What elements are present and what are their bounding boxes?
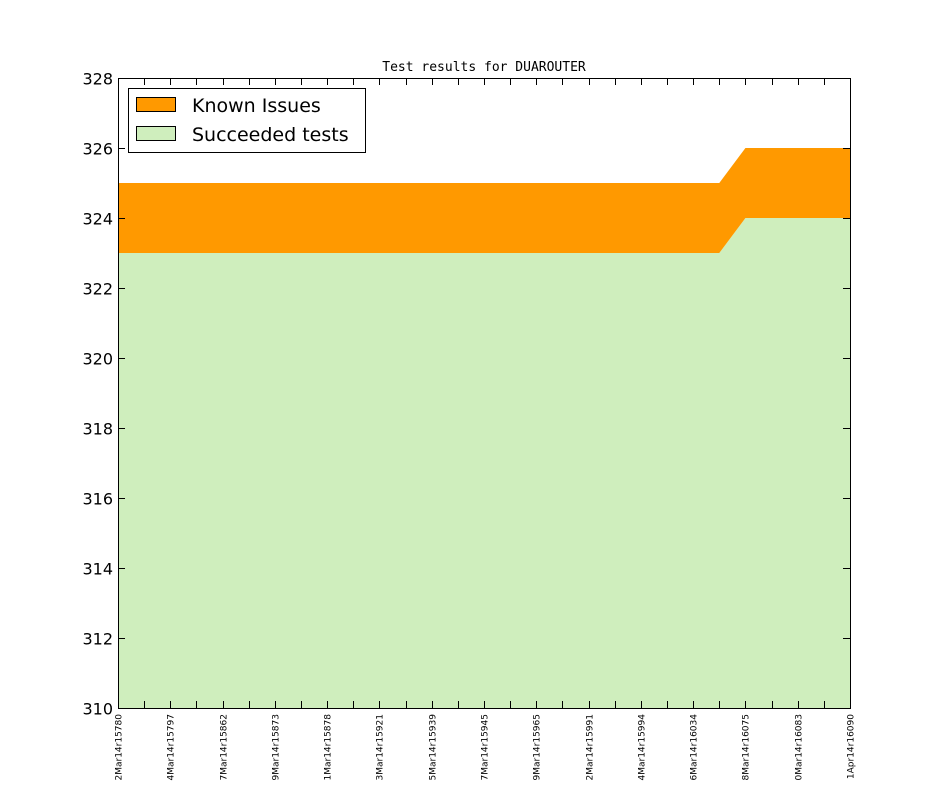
legend: Known Issues Succeeded tests <box>128 88 366 153</box>
legend-swatch <box>136 97 176 112</box>
x-axis: 2Mar14r15780 4Mar14r15797 7Mar14r15862 9Mar… <box>115 78 857 781</box>
x-tick-label: 8Mar14r16075 <box>742 714 752 781</box>
x-tick-label: 9Mar14r15965 <box>533 714 543 781</box>
y-tick-label: 318 <box>82 420 113 439</box>
x-tick-label: 1Apr14r16090 <box>847 714 857 779</box>
x-tick-label: 0Mar14r16083 <box>795 714 805 781</box>
y-tick-label: 314 <box>82 560 113 579</box>
y-tick-label: 328 <box>82 70 113 89</box>
x-tick-label: 4Mar14r15797 <box>167 714 177 781</box>
series-area-known-issues <box>118 148 850 253</box>
x-tick-label: 7Mar14r15945 <box>481 714 491 781</box>
y-tick-label: 324 <box>82 210 113 229</box>
x-tick-label: 3Mar14r15921 <box>376 714 386 781</box>
x-tick-label: 2Mar14r15991 <box>586 714 596 781</box>
legend-label: Succeeded tests <box>192 124 349 146</box>
x-tick-label: 4Mar14r15994 <box>638 714 648 781</box>
y-tick-label: 312 <box>82 630 113 649</box>
x-tick-label: 5Mar14r15939 <box>429 714 439 781</box>
y-tick-label: 310 <box>82 700 113 719</box>
y-tick-label: 316 <box>82 490 113 509</box>
y-tick-label: 320 <box>82 350 113 369</box>
legend-label: Known Issues <box>192 95 321 117</box>
series-area-succeeded-tests <box>118 218 850 708</box>
x-tick-label: 1Mar14r15878 <box>324 714 334 781</box>
y-tick-label: 322 <box>82 280 113 299</box>
y-tick-label: 326 <box>82 140 113 159</box>
chart-title: Test results for DUAROUTER <box>382 60 586 75</box>
x-tick-label: 6Mar14r16034 <box>690 714 700 781</box>
y-axis: 310 312 314 316 318 320 322 324 326 328 <box>82 70 850 719</box>
x-tick-label: 2Mar14r15780 <box>115 714 125 781</box>
series-areas <box>118 148 850 708</box>
x-tick-label: 9Mar14r15873 <box>272 714 282 781</box>
legend-swatch <box>136 126 176 141</box>
x-tick-label: 7Mar14r15862 <box>220 714 230 781</box>
